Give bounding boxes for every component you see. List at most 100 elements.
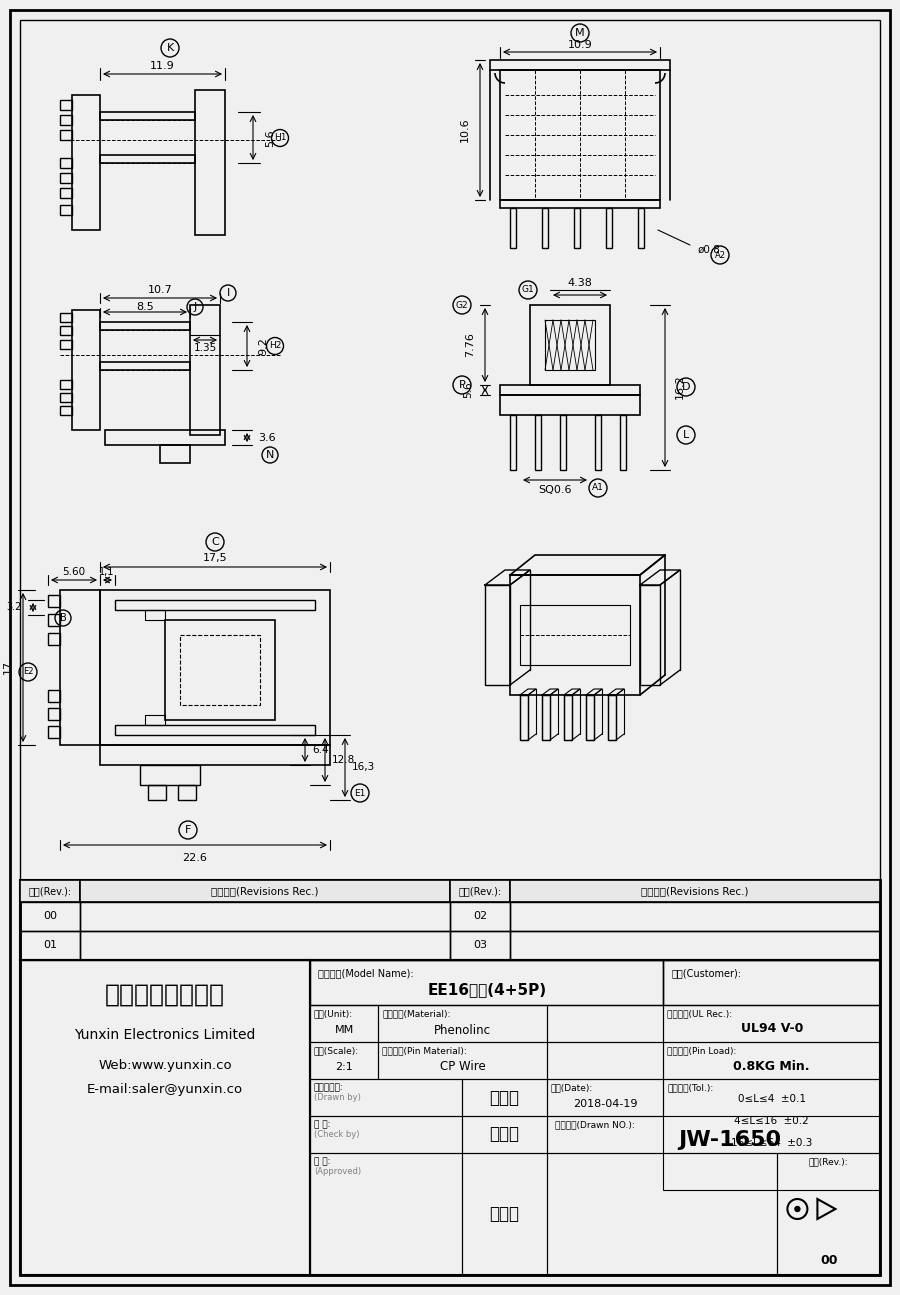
- Bar: [535, 414, 541, 470]
- Bar: [20, 931, 80, 960]
- Text: 02: 02: [472, 910, 487, 921]
- Bar: [546, 1042, 663, 1079]
- Bar: [463, 1079, 546, 1116]
- Text: 11.9: 11.9: [149, 61, 175, 71]
- Bar: [100, 111, 195, 120]
- Bar: [586, 695, 594, 739]
- Text: I: I: [227, 287, 230, 298]
- Text: (Drawn by): (Drawn by): [314, 1093, 361, 1102]
- Bar: [564, 695, 572, 739]
- Text: Phenolinc: Phenolinc: [434, 1023, 491, 1036]
- Bar: [48, 614, 60, 625]
- Bar: [20, 881, 880, 960]
- Bar: [450, 931, 510, 960]
- Text: 版本(Rev.):: 版本(Rev.):: [458, 886, 501, 896]
- Bar: [546, 1153, 778, 1276]
- Bar: [663, 1005, 880, 1042]
- Bar: [606, 208, 612, 249]
- Text: A2: A2: [715, 250, 725, 259]
- Text: 防火等级(UL Rec.):: 防火等级(UL Rec.):: [668, 1009, 733, 1018]
- Bar: [564, 695, 572, 739]
- Text: 8.5: 8.5: [136, 302, 154, 312]
- Text: 16.2: 16.2: [675, 374, 685, 399]
- Bar: [148, 785, 166, 800]
- Text: 01: 01: [43, 940, 57, 951]
- Bar: [60, 313, 72, 322]
- Text: E1: E1: [355, 789, 365, 798]
- Text: 03: 03: [473, 940, 487, 951]
- Text: 17: 17: [3, 660, 13, 675]
- Bar: [542, 695, 550, 739]
- Text: J: J: [194, 302, 196, 312]
- Bar: [100, 363, 190, 370]
- Text: 版本(Rev.):: 版本(Rev.):: [809, 1156, 849, 1166]
- Bar: [178, 785, 196, 800]
- Text: H1: H1: [274, 133, 286, 142]
- Bar: [20, 881, 80, 903]
- Text: 4≤L≤16  ±0.2: 4≤L≤16 ±0.2: [734, 1116, 809, 1125]
- Text: 3.6: 3.6: [258, 433, 275, 443]
- Bar: [500, 385, 640, 395]
- Text: 1,1: 1,1: [99, 567, 114, 578]
- Bar: [463, 1153, 546, 1276]
- Text: 10.7: 10.7: [148, 285, 173, 295]
- Bar: [180, 635, 260, 704]
- Bar: [560, 414, 566, 470]
- Bar: [520, 695, 528, 739]
- Bar: [60, 174, 72, 183]
- Text: (Approved): (Approved): [314, 1167, 361, 1176]
- Bar: [60, 591, 100, 745]
- Text: 0.8KG Min.: 0.8KG Min.: [734, 1059, 810, 1072]
- Text: 00: 00: [43, 910, 57, 921]
- Bar: [80, 881, 450, 903]
- Text: 规格描述(Model Name):: 规格描述(Model Name):: [318, 967, 414, 978]
- Text: 2:1: 2:1: [336, 1062, 353, 1072]
- Bar: [500, 395, 640, 414]
- Text: 7.76: 7.76: [465, 333, 475, 357]
- Text: EE16卧式(4+5P): EE16卧式(4+5P): [428, 983, 546, 997]
- Bar: [195, 89, 225, 234]
- Text: CP Wire: CP Wire: [439, 1061, 485, 1074]
- Bar: [620, 414, 626, 470]
- Text: JW-1650: JW-1650: [679, 1131, 781, 1150]
- Bar: [190, 306, 220, 435]
- Bar: [574, 208, 580, 249]
- Text: 16≤L≤64  ±0.3: 16≤L≤64 ±0.3: [731, 1138, 813, 1147]
- Bar: [378, 1005, 546, 1042]
- Text: (Check by): (Check by): [314, 1131, 359, 1140]
- Bar: [545, 320, 595, 370]
- Text: 修改记录(Revisions Rec.): 修改记录(Revisions Rec.): [641, 886, 749, 896]
- Bar: [450, 881, 510, 903]
- Bar: [663, 1079, 880, 1190]
- Text: 一般公差(Tol.):: 一般公差(Tol.):: [668, 1083, 714, 1092]
- Text: F: F: [184, 825, 191, 835]
- Bar: [310, 960, 663, 1005]
- Text: 针脚拉力(Pin Load):: 针脚拉力(Pin Load):: [668, 1046, 737, 1055]
- Bar: [510, 903, 880, 931]
- Bar: [60, 115, 72, 126]
- Text: 版本(Rev.):: 版本(Rev.):: [29, 886, 72, 896]
- Bar: [80, 931, 450, 960]
- Bar: [145, 715, 165, 725]
- Bar: [485, 585, 510, 685]
- Bar: [100, 745, 330, 765]
- Text: 韦景川: 韦景川: [490, 1125, 519, 1143]
- Text: M: M: [575, 28, 585, 38]
- Text: L: L: [683, 430, 689, 440]
- Bar: [546, 1079, 663, 1116]
- Text: B: B: [59, 613, 67, 623]
- Bar: [310, 1116, 463, 1153]
- Bar: [463, 1116, 546, 1153]
- Text: 针脚材质(Pin Material):: 针脚材质(Pin Material):: [382, 1046, 467, 1055]
- Bar: [72, 310, 100, 430]
- Text: 张生坤: 张生坤: [490, 1206, 519, 1222]
- Bar: [663, 1042, 880, 1079]
- Bar: [378, 1042, 546, 1079]
- Text: 0≤L≤4  ±0.1: 0≤L≤4 ±0.1: [738, 1094, 806, 1105]
- Bar: [663, 960, 880, 1005]
- Text: 17,5: 17,5: [202, 553, 228, 563]
- Bar: [510, 414, 516, 470]
- Bar: [100, 322, 190, 330]
- Bar: [60, 100, 72, 110]
- Bar: [160, 445, 190, 464]
